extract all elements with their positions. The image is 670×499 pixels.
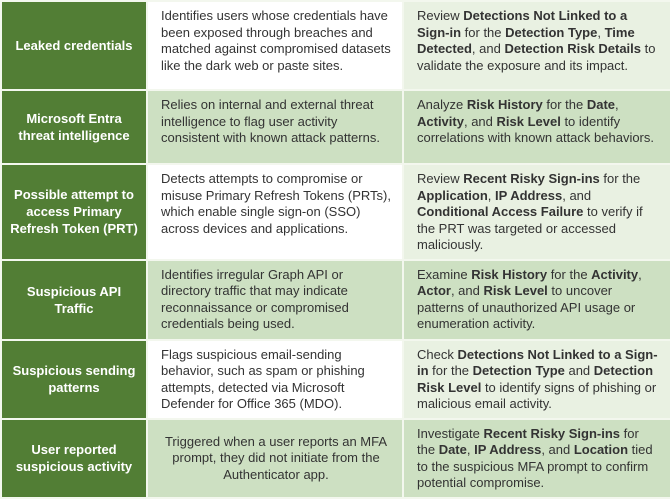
risk-name-cell: Suspicious API Traffic: [0, 258, 148, 341]
risk-name-cell: Suspicious sending patterns: [0, 338, 148, 420]
risk-name-cell: Possible attempt to access Primary Refre…: [0, 163, 148, 261]
risk-name-cell: Leaked credentials: [0, 0, 148, 91]
risk-name-cell: Microsoft Entra threat intelligence: [0, 89, 148, 165]
table-row: User reported suspicious activity Trigge…: [0, 417, 670, 499]
risk-description-cell: Identifies irregular Graph API or direct…: [146, 258, 404, 341]
table-row: Suspicious sending patterns Flags suspic…: [0, 338, 670, 420]
risk-description-cell: Identifies users whose credentials have …: [146, 0, 404, 91]
investigation-action-cell: Review Detections Not Linked to a Sign-i…: [402, 0, 670, 91]
table-row: Suspicious API Traffic Identifies irregu…: [0, 258, 670, 341]
investigation-action-cell: Check Detections Not Linked to a Sign-in…: [402, 338, 670, 420]
table-row: Microsoft Entra threat intelligence Reli…: [0, 89, 670, 165]
investigation-action-cell: Analyze Risk History for the Date, Activ…: [402, 89, 670, 165]
investigation-action-cell: Review Recent Risky Sign-ins for the App…: [402, 163, 670, 261]
risk-description-cell: Detects attempts to compromise or misuse…: [146, 163, 404, 261]
risk-description-cell: Flags suspicious email-sending behavior,…: [146, 338, 404, 420]
risk-description-cell: Relies on internal and external threat i…: [146, 89, 404, 165]
table-row: Possible attempt to access Primary Refre…: [0, 163, 670, 261]
risk-name-cell: User reported suspicious activity: [0, 417, 148, 499]
investigation-action-cell: Investigate Recent Risky Sign-ins for th…: [402, 417, 670, 499]
risk-description-cell: Triggered when a user reports an MFA pro…: [146, 417, 404, 499]
table-row: Leaked credentials Identifies users whos…: [0, 0, 670, 91]
investigation-action-cell: Examine Risk History for the Activity, A…: [402, 258, 670, 341]
